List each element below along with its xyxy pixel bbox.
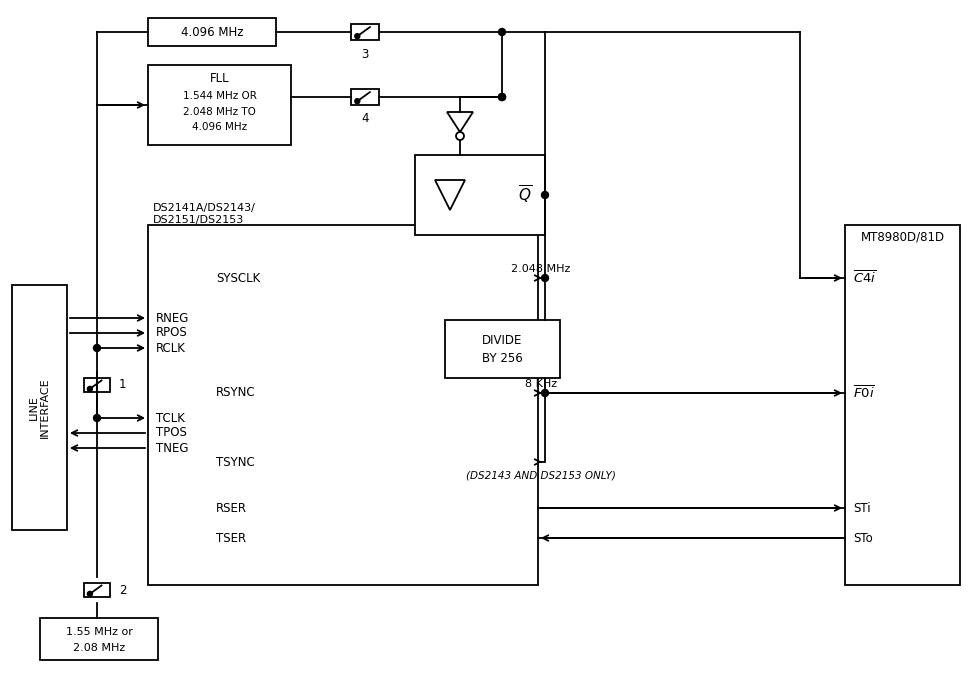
Text: TSYNC: TSYNC <box>216 456 255 469</box>
Circle shape <box>87 387 93 391</box>
Text: 2.048 MHz: 2.048 MHz <box>511 264 571 274</box>
Circle shape <box>355 33 360 39</box>
Bar <box>351 89 379 105</box>
Circle shape <box>541 192 548 198</box>
Text: 4.096 MHz: 4.096 MHz <box>181 25 243 38</box>
Text: 4: 4 <box>361 113 368 125</box>
Bar <box>148 65 291 145</box>
Text: RPOS: RPOS <box>156 327 188 340</box>
Circle shape <box>498 93 505 100</box>
Text: RNEG: RNEG <box>156 312 190 325</box>
Circle shape <box>355 99 360 104</box>
Text: DIVIDE: DIVIDE <box>483 333 523 346</box>
Text: FLL: FLL <box>210 72 230 85</box>
Circle shape <box>498 93 505 100</box>
Text: 1.544 MHz OR: 1.544 MHz OR <box>183 91 256 101</box>
Circle shape <box>94 344 101 351</box>
Text: TPOS: TPOS <box>156 426 187 439</box>
Text: 2.048 MHz TO: 2.048 MHz TO <box>183 107 256 117</box>
Text: TSER: TSER <box>216 531 246 544</box>
Bar <box>40 618 158 660</box>
Text: 3: 3 <box>361 48 368 61</box>
Text: 2.08 MHz: 2.08 MHz <box>73 643 125 653</box>
Text: TNEG: TNEG <box>156 441 189 454</box>
Circle shape <box>541 389 548 396</box>
Text: 8 KHz: 8 KHz <box>525 379 557 389</box>
Text: STo: STo <box>853 531 872 544</box>
Text: DS2141A/DS2143/: DS2141A/DS2143/ <box>153 203 256 213</box>
Text: 4.096 MHz: 4.096 MHz <box>191 122 247 132</box>
Text: DS2151/DS2153: DS2151/DS2153 <box>153 215 244 225</box>
Text: $\overline{C4i}$: $\overline{C4i}$ <box>853 270 876 286</box>
Text: LINE
INTERFACE: LINE INTERFACE <box>28 377 50 438</box>
Bar <box>845 225 960 585</box>
Circle shape <box>541 274 548 282</box>
Circle shape <box>498 29 505 35</box>
Bar <box>415 155 545 235</box>
Circle shape <box>87 591 93 596</box>
Text: MT8980D/81D: MT8980D/81D <box>861 231 945 243</box>
Text: 1: 1 <box>119 379 126 391</box>
Bar <box>84 583 110 597</box>
Text: $\overline{F0i}$: $\overline{F0i}$ <box>853 385 874 401</box>
Text: STi: STi <box>853 501 871 514</box>
Bar <box>148 18 276 46</box>
Bar <box>351 25 379 40</box>
Text: $\overline{Q}$: $\overline{Q}$ <box>518 184 532 206</box>
Text: SYSCLK: SYSCLK <box>216 271 260 284</box>
Text: (DS2143 AND DS2153 ONLY): (DS2143 AND DS2153 ONLY) <box>466 470 616 480</box>
Circle shape <box>94 415 101 421</box>
Text: RSYNC: RSYNC <box>216 387 256 400</box>
Bar <box>84 378 110 392</box>
Text: RCLK: RCLK <box>156 342 186 355</box>
Text: 2: 2 <box>119 584 126 597</box>
Text: RSER: RSER <box>216 501 247 514</box>
Bar <box>445 320 560 378</box>
Bar <box>12 285 67 530</box>
Bar <box>148 225 538 585</box>
Text: BY 256: BY 256 <box>482 351 523 364</box>
Text: TCLK: TCLK <box>156 411 185 424</box>
Text: 1.55 MHz or: 1.55 MHz or <box>65 627 133 637</box>
